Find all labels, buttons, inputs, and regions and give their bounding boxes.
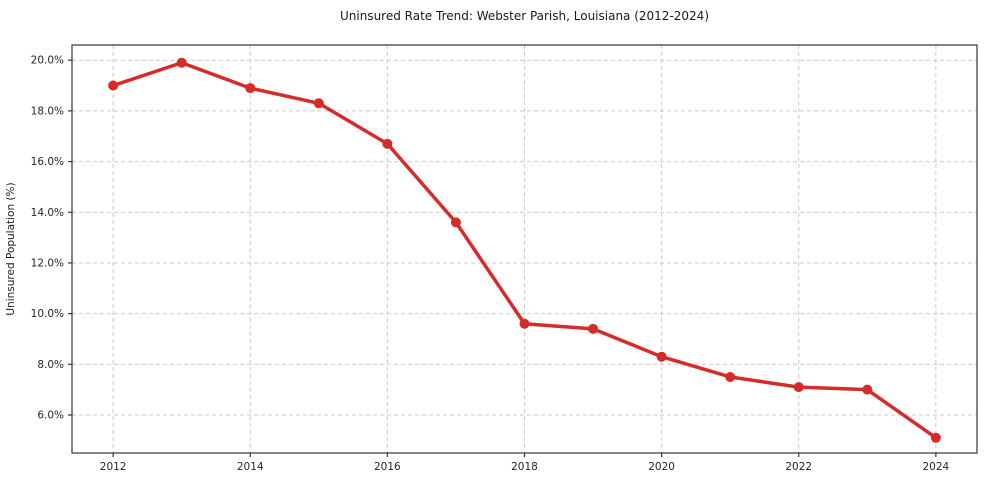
x-tick-label: 2012 — [100, 461, 127, 473]
y-tick-label: 10.0% — [31, 308, 64, 320]
data-point-2019 — [588, 323, 599, 334]
x-tick-label: 2018 — [511, 461, 538, 473]
data-point-2022 — [793, 382, 804, 393]
chart-title: Uninsured Rate Trend: Webster Parish, Lo… — [340, 9, 709, 23]
data-point-2017 — [450, 217, 461, 228]
data-point-2013 — [176, 57, 187, 68]
y-tick-label: 20.0% — [31, 55, 64, 67]
x-tick-label: 2016 — [374, 461, 401, 473]
data-point-2016 — [382, 138, 393, 149]
x-tick-label: 2020 — [648, 461, 675, 473]
x-tick-label: 2014 — [237, 461, 264, 473]
data-point-2015 — [313, 98, 324, 109]
y-axis-label: Uninsured Population (%) — [5, 182, 17, 316]
y-tick-label: 8.0% — [37, 359, 64, 371]
y-tick-label: 6.0% — [37, 409, 64, 421]
y-tick-label: 12.0% — [31, 257, 64, 269]
y-tick-label: 18.0% — [31, 105, 64, 117]
x-tick-label: 2024 — [922, 461, 949, 473]
data-point-2020 — [656, 351, 667, 362]
data-point-2024 — [930, 432, 941, 443]
data-point-2012 — [108, 80, 119, 91]
data-point-2021 — [725, 371, 736, 382]
y-tick-label: 16.0% — [31, 156, 64, 168]
x-tick-label: 2022 — [785, 461, 812, 473]
data-point-2023 — [862, 384, 873, 395]
data-point-2014 — [245, 83, 256, 94]
y-tick-label: 14.0% — [31, 207, 64, 219]
data-point-2018 — [519, 318, 530, 329]
